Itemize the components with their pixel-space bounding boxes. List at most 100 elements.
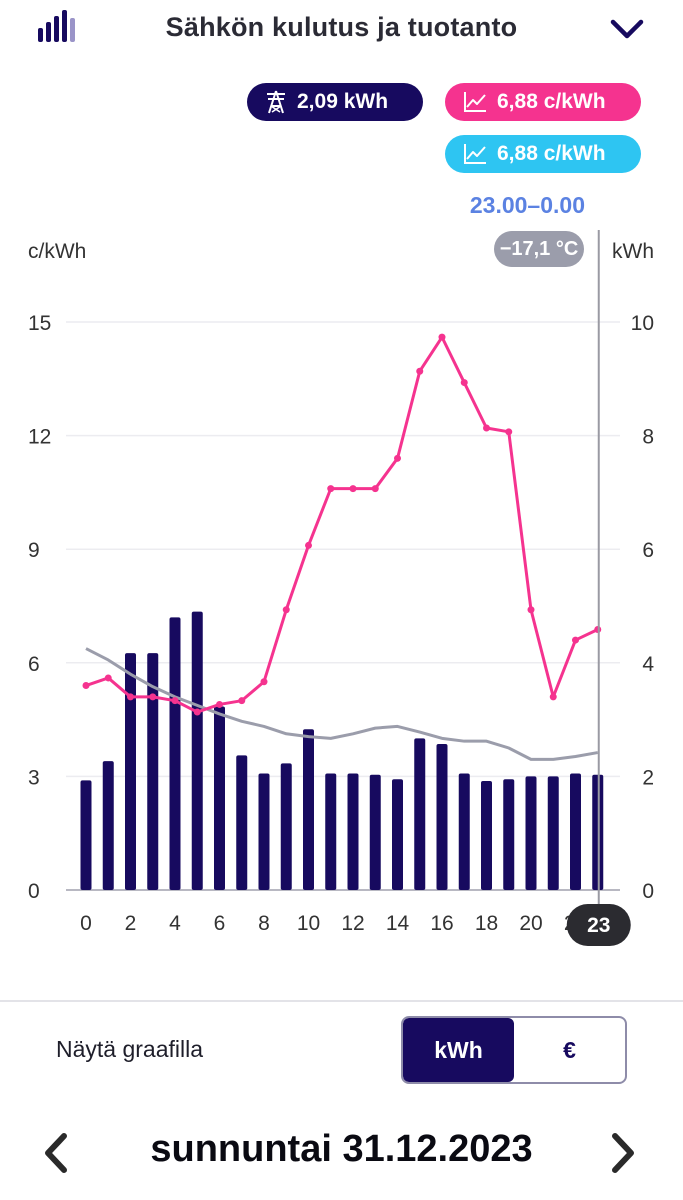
price-legend-pill[interactable]: 6,88 c/kWh [445,83,641,121]
price-point [327,485,335,493]
unit-toggle: kWh € [401,1016,627,1084]
consumption-bar [414,738,426,890]
next-day-arrow-icon[interactable] [609,1132,637,1174]
consumption-bar [325,773,337,890]
toggle-kwh-option[interactable]: kWh [403,1018,514,1082]
price-point [193,708,201,716]
divider [0,1000,683,1002]
right-tick-label: 2 [642,766,654,789]
x-tick-label: 18 [475,912,498,935]
line-chart-icon [464,92,486,112]
left-tick-label: 6 [28,653,40,676]
price-point [371,485,379,493]
spot-price-value: 6,88 c/kWh [497,142,606,165]
price-point [527,606,535,614]
right-axis-title: kWh [612,240,654,263]
page-title: Sähkön kulutus ja tuotanto [165,12,518,42]
selected-hour-badge [566,904,631,946]
consumption-bar [169,617,181,890]
x-tick-label: 12 [341,912,364,935]
right-tick-label: 8 [642,426,654,449]
selected-date: sunnuntai 31.12.2023 [150,1128,533,1170]
selected-time-range: 23.00–0.00 [469,192,585,218]
toggle-euro-option[interactable]: € [563,1036,576,1063]
price-point [149,693,157,701]
consumption-bar [481,780,492,890]
temperature-line [85,647,599,761]
x-tick-label: 20 [519,912,542,935]
line-chart-icon [464,144,486,164]
price-point [394,454,401,462]
consumption-bar [80,780,92,890]
consumption-bar [303,729,314,890]
consumption-bar [525,776,537,890]
x-tick-label: 16 [430,912,453,935]
consumption-legend-pill[interactable]: 2,09 kWh [247,83,423,121]
consumption-bar [258,773,270,890]
temperature-badge: −17,1 °C [494,231,584,267]
price-point [438,333,446,341]
price-value: 6,88 c/kWh [497,90,606,113]
bar-chart-icon[interactable] [34,10,78,46]
price-point [349,485,357,493]
left-tick-label: 9 [28,539,40,562]
price-point [505,428,513,436]
right-tick-label: 0 [642,880,654,903]
consumption-bar [102,761,114,890]
consumption-bar [392,779,403,890]
consumption-bar [458,773,470,890]
consumption-bar [436,744,448,890]
consumption-bar [125,653,136,890]
selected-hour-label: 23 [587,914,610,937]
left-tick-label: 0 [28,880,40,903]
price-point [572,636,579,644]
price-point [216,700,223,708]
show-on-graph-label: Näytä graafilla [56,1036,204,1062]
price-point [82,682,90,690]
x-tick-label: 4 [169,912,181,935]
consumption-bar [503,779,515,890]
price-point [238,697,246,705]
left-tick-label: 15 [28,312,51,335]
price-point [104,674,112,682]
right-tick-label: 4 [642,653,654,676]
x-tick-label: 10 [297,912,320,935]
left-axis-title: c/kWh [28,240,86,263]
price-point [549,693,557,701]
consumption-bar [147,653,159,890]
price-point [416,367,424,375]
x-tick-label: 2 [125,912,137,935]
price-point [483,424,490,432]
consumption-value: 2,09 kWh [297,90,389,113]
price-line [85,335,599,714]
price-point [127,693,134,701]
consumption-bar [547,776,559,890]
x-tick-label: 0 [80,912,92,935]
price-point [305,541,312,549]
consumption-bar [280,763,292,890]
app-header: Sähkön kulutus ja tuotanto [0,0,683,62]
price-point [460,379,468,387]
consumption-bar [236,755,248,890]
price-point [282,606,290,614]
right-tick-label: 6 [642,539,654,562]
consumption-bar [570,773,581,890]
x-tick-label: 6 [214,912,226,935]
chevron-down-icon[interactable] [609,16,645,42]
consumption-bar [214,706,225,890]
price-point [171,697,179,705]
left-tick-label: 3 [28,766,40,789]
price-point [260,678,268,686]
x-tick-label: 14 [386,912,410,935]
x-tick-label: 8 [258,912,270,935]
spot-price-legend-pill[interactable]: 6,88 c/kWh [445,135,641,173]
power-tower-icon [267,90,285,114]
consumption-bar [347,773,359,890]
right-tick-label: 10 [631,312,654,335]
date-navigation: sunnuntai 31.12.2023 [0,1124,683,1184]
previous-day-arrow-icon[interactable] [42,1132,70,1174]
consumption-bar [369,774,381,890]
consumption-bar [191,611,203,890]
left-tick-label: 12 [28,426,51,449]
